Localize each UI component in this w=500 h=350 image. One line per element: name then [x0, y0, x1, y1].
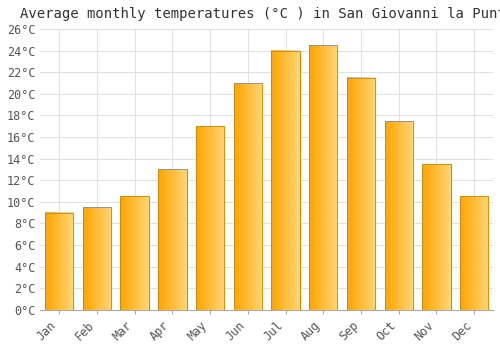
Bar — [309, 45, 338, 310]
Bar — [347, 78, 375, 310]
Bar — [196, 126, 224, 310]
Bar — [158, 169, 186, 310]
Bar — [120, 196, 149, 310]
Bar — [460, 196, 488, 310]
Bar — [83, 207, 111, 310]
Bar — [422, 164, 450, 310]
Bar — [234, 83, 262, 310]
Bar — [272, 51, 299, 310]
Bar — [384, 121, 413, 310]
Title: Average monthly temperatures (°C ) in San Giovanni la Punta: Average monthly temperatures (°C ) in Sa… — [20, 7, 500, 21]
Bar — [422, 164, 450, 310]
Bar — [45, 212, 74, 310]
Bar — [196, 126, 224, 310]
Bar — [460, 196, 488, 310]
Bar — [83, 207, 111, 310]
Bar — [45, 212, 74, 310]
Bar — [120, 196, 149, 310]
Bar — [309, 45, 338, 310]
Bar — [347, 78, 375, 310]
Bar — [384, 121, 413, 310]
Bar — [234, 83, 262, 310]
Bar — [158, 169, 186, 310]
Bar — [272, 51, 299, 310]
